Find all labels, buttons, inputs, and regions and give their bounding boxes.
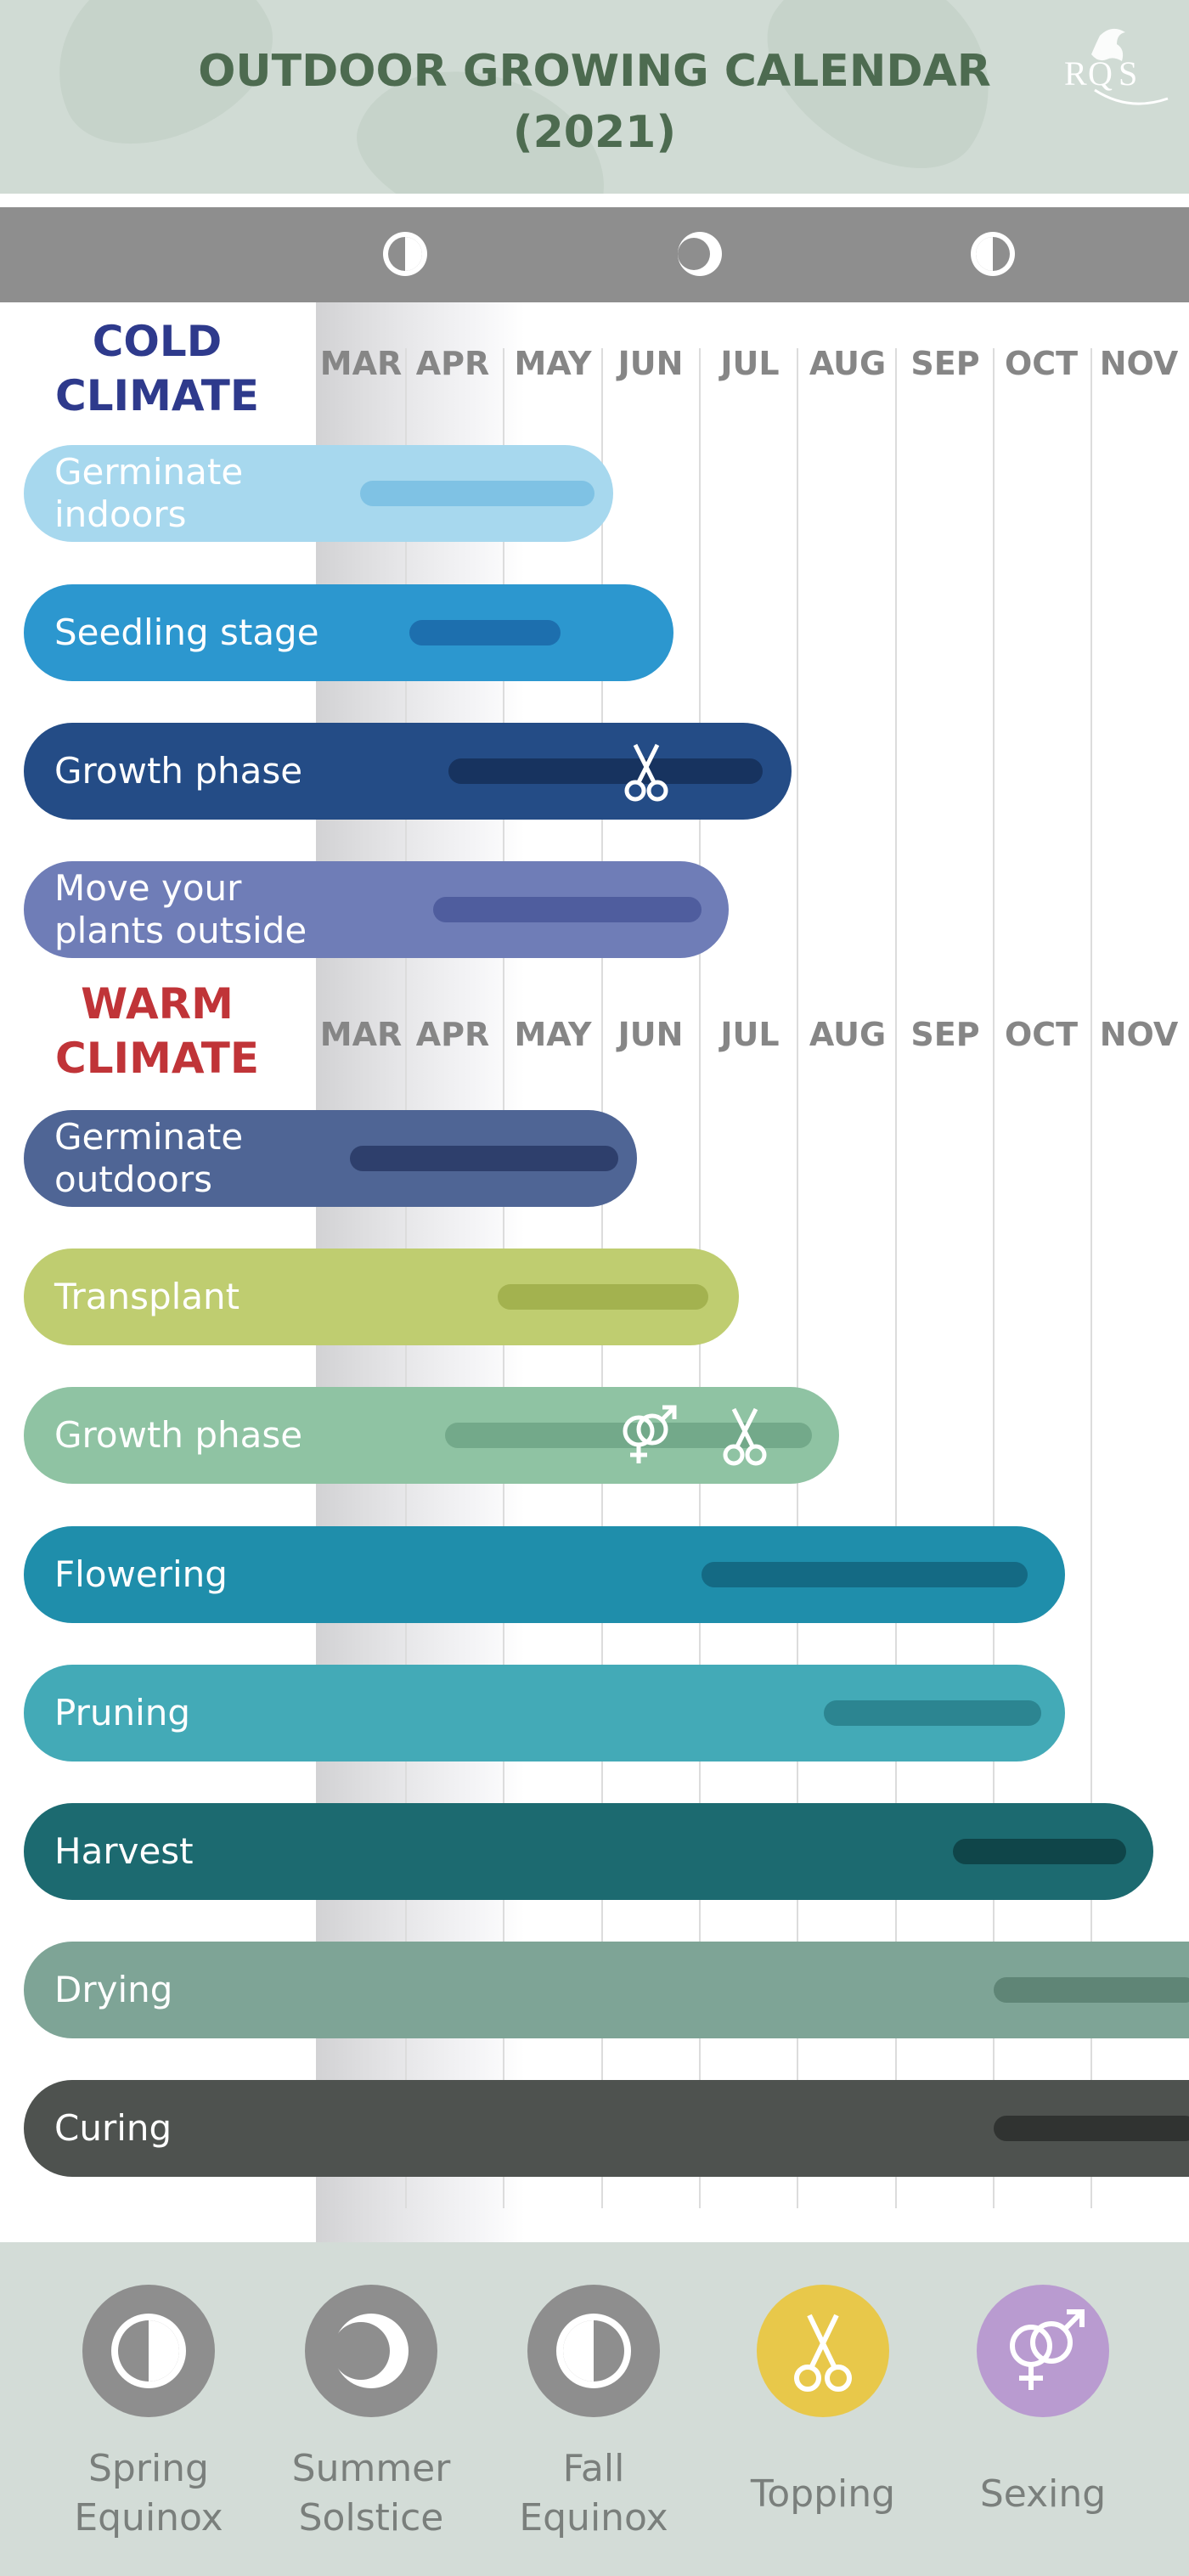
bar-harvest: Harvest xyxy=(24,1803,1153,1900)
period-indicator xyxy=(360,481,594,506)
grid-line xyxy=(993,348,995,2208)
period-indicator xyxy=(409,620,561,645)
month-label: SEP xyxy=(910,345,980,382)
period-indicator xyxy=(498,1284,708,1310)
header-banner xyxy=(0,0,1189,194)
section-title-line: COLD xyxy=(92,317,223,366)
bar-label: Curing xyxy=(54,2107,172,2149)
bar-germinate-outdoors: Germinate outdoors xyxy=(24,1110,637,1207)
period-indicator xyxy=(994,1977,1189,2003)
scissors-icon xyxy=(624,743,668,802)
period-indicator xyxy=(702,1562,1028,1587)
bar-label: Growth phase xyxy=(54,750,303,792)
legend-fall-equinox xyxy=(527,2285,660,2417)
legend-label: Fall Equinox xyxy=(519,2447,668,2539)
cold-climate-title: COLD CLIMATE xyxy=(25,314,289,423)
section-title-line: CLIMATE xyxy=(55,1034,259,1083)
bar-label: Germinate outdoors xyxy=(54,1116,244,1200)
month-label: JUN xyxy=(617,345,684,382)
month-label: APR xyxy=(415,1016,490,1053)
grid-line xyxy=(895,348,897,2208)
svg-text:R: R xyxy=(1064,54,1087,93)
legend-summer-solstice xyxy=(305,2285,437,2417)
bar-flowering: Flowering xyxy=(24,1526,1065,1623)
first-quarter-moon-icon xyxy=(111,2314,186,2388)
legend-label: Topping xyxy=(750,2472,896,2516)
legend-label: Spring Equinox xyxy=(74,2447,223,2539)
period-indicator xyxy=(994,2116,1189,2141)
separator xyxy=(0,194,1189,207)
warm-climate-title: WARM CLIMATE xyxy=(25,977,289,1085)
bar-curing: Curing xyxy=(24,2080,1189,2177)
month-label: JUL xyxy=(720,345,780,382)
period-indicator xyxy=(953,1839,1126,1864)
scissors-icon xyxy=(723,1407,767,1466)
period-indicator xyxy=(824,1700,1041,1726)
bar-drying: Drying xyxy=(24,1942,1189,2038)
month-label: JUN xyxy=(617,1016,684,1053)
first-quarter-moon-icon xyxy=(383,232,427,276)
half-moon-icon xyxy=(556,2314,631,2388)
legend-spring-equinox xyxy=(82,2285,215,2417)
period-indicator xyxy=(448,758,763,784)
month-label: AUG xyxy=(809,1016,887,1053)
period-indicator xyxy=(433,897,702,922)
month-label: OCT xyxy=(1004,345,1079,382)
bar-transplant: Transplant xyxy=(24,1249,739,1345)
month-label: AUG xyxy=(809,345,887,382)
svg-text:S: S xyxy=(1119,54,1137,93)
legend-sexing xyxy=(977,2285,1109,2417)
bar-germinate-indoors: Germinate indoors xyxy=(24,445,613,542)
bar-label: Pruning xyxy=(54,1692,191,1733)
page-title: OUTDOOR GROWING CALENDAR (2021) xyxy=(0,41,1189,163)
bar-label: Harvest xyxy=(54,1830,194,1872)
crescent-moon-icon xyxy=(332,2314,409,2388)
bar-label: Drying xyxy=(54,1969,173,2010)
month-label: MAY xyxy=(514,1016,592,1053)
rqs-logo: R Q S xyxy=(1064,28,1169,105)
month-label: JUL xyxy=(720,1016,780,1053)
month-label: MAR xyxy=(319,345,403,382)
bar-label: Transplant xyxy=(54,1276,240,1317)
bar-seedling-stage: Seedling stage xyxy=(24,584,673,681)
title-year: (2021) xyxy=(512,107,677,158)
month-label: MAY xyxy=(514,345,592,382)
title-line: OUTDOOR GROWING CALENDAR xyxy=(198,46,991,97)
grid-line xyxy=(797,348,798,2208)
grid-line xyxy=(1090,348,1092,2208)
bar-label: Seedling stage xyxy=(54,612,319,653)
section-title-line: WARM xyxy=(81,979,234,1029)
svg-text:Q: Q xyxy=(1088,54,1113,93)
gender-symbol-icon xyxy=(623,1405,677,1463)
section-title-line: CLIMATE xyxy=(55,371,259,420)
month-label: MAR xyxy=(319,1016,403,1053)
half-moon-icon xyxy=(971,232,1015,276)
legend-topping xyxy=(757,2285,889,2417)
legend-label: Sexing xyxy=(979,2472,1107,2516)
month-label: NOV xyxy=(1099,345,1179,382)
period-indicator xyxy=(350,1146,618,1171)
bar-label: Move your plants outside xyxy=(54,867,307,951)
bar-growth-phase-warm: Growth phase xyxy=(24,1387,839,1484)
bar-growth-phase-cold: Growth phase xyxy=(24,723,792,820)
bar-label: Growth phase xyxy=(54,1414,303,1456)
month-label: SEP xyxy=(910,1016,980,1053)
month-label: NOV xyxy=(1099,1016,1179,1053)
bar-move-plants-outside: Move your plants outside xyxy=(24,861,729,958)
legend-label: Summer Solstice xyxy=(291,2447,451,2539)
gender-symbol-icon xyxy=(1010,2309,1085,2390)
bar-label: Flowering xyxy=(54,1553,228,1595)
bar-label: Germinate indoors xyxy=(54,451,244,535)
crescent-moon-icon xyxy=(678,232,722,276)
month-label: APR xyxy=(415,345,490,382)
scissors-icon xyxy=(794,2314,852,2392)
month-label: OCT xyxy=(1004,1016,1079,1053)
bar-pruning: Pruning xyxy=(24,1665,1065,1761)
